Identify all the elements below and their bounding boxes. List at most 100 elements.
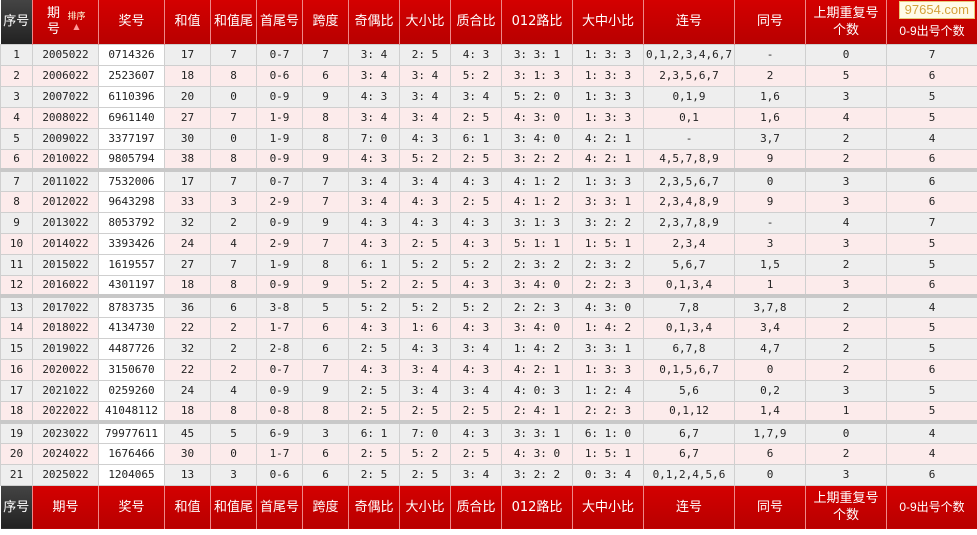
table-cell: 2: 5 [450,400,502,424]
table-cell: 7532006 [98,169,165,192]
column-header: 上期重复号个数 [805,485,887,529]
table-cell: 2 [210,337,257,360]
table-cell: 4,7 [734,337,806,360]
table-cell: 4: 2: 1 [572,127,644,150]
column-header: 质合比 [450,485,502,529]
column-header-label: 0-9出号个数 [899,23,965,38]
table-cell: 8 [210,64,257,87]
table-cell: 17 [164,43,211,66]
column-header-label: 和值尾 [213,499,253,515]
table-cell: 9805794 [98,148,165,172]
table-row: 17 2021022 0259260 24 4 0-9 9 2: 5 3: 4 3: 4 4: 0:… [0,379,977,402]
table-cell: 3: 2: 2 [501,148,573,172]
table-cell: 6961140 [98,106,165,129]
table-cell: 30 [164,127,211,150]
table-row: 10 2014022 3393426 24 4 2-9 7 4: 3 2: 5 4: 3 5: 1:… [0,232,977,255]
table-cell: 2022022 [32,400,99,424]
table-row: 13 2017022 8783735 36 6 3-8 5 5: 2 5: 2 5: 2 2: 2:… [0,295,977,318]
table-cell: 8053792 [98,211,165,234]
table-cell: 8 [210,274,257,298]
table-row: 7 2011022 7532006 17 7 0-7 7 3: 4 3: 4 4: 3 4: 1: … [0,169,977,192]
table-cell: 3: 4 [348,106,400,129]
table-row: 8 2012022 9643298 33 3 2-9 7 3: 4 4: 3 2: 5 4: 1: … [0,190,977,213]
table-cell: 5: 1: 1 [501,232,573,255]
table-cell: 1: 3: 3 [572,85,644,108]
table-cell: 2 [805,295,887,318]
table-cell: 1,6 [734,106,806,129]
table-cell: 3 [805,190,887,213]
column-header-label: 上期重复号个数 [813,491,879,524]
table-cell: 2: 5 [399,274,451,298]
table-cell: 6 [302,316,349,339]
table-cell: 7 [210,106,257,129]
table-cell: 2,3,5,6,7 [643,64,735,87]
table-cell: 5 [886,85,977,108]
table-cell: 4: 2: 1 [572,148,644,172]
table-cell: 5: 2 [399,442,451,465]
table-cell: 4 [0,106,33,129]
table-cell: 2523607 [98,64,165,87]
table-cell: 0: 3: 4 [572,463,644,486]
sort-button[interactable]: 排序 ▲ [67,12,85,32]
table-cell: 7 [302,169,349,192]
table-cell: 9 [302,148,349,172]
column-header: 序号 [0,0,33,44]
table-cell: 1: 2: 4 [572,379,644,402]
table-cell: 5 [886,253,977,276]
table-cell: 6 [302,64,349,87]
table-cell: 2012022 [32,190,99,213]
column-header-label: 012路比 [511,499,563,515]
table-cell: 7 [210,169,257,192]
table-cell: 2: 4: 1 [501,400,573,424]
table-cell: 9 [302,85,349,108]
column-header-label: 首尾号 [259,499,299,515]
table-cell: 18 [164,400,211,424]
column-header: 连号 [643,485,735,529]
table-cell: 2: 5 [399,43,451,66]
table-cell: 8 [302,253,349,276]
table-cell: 5: 2: 0 [501,85,573,108]
column-header-label: 奖号 [118,14,145,30]
table-row: 3 2007022 6110396 20 0 0-9 9 4: 3 3: 4 3: 4 5: 2: … [0,85,977,108]
table-cell: 20 [164,85,211,108]
table-cell: 4: 3: 0 [501,106,573,129]
table-cell: 0 [734,358,806,381]
table-cell: 27 [164,106,211,129]
table-cell: 45 [164,421,211,444]
table-cell: 6 [734,442,806,465]
table-cell: 0,1,12 [643,400,735,424]
table-cell: 7 [210,43,257,66]
table-cell: 0,1,2,4,5,6 [643,463,735,486]
table-cell: 2,3,4 [643,232,735,255]
table-cell: 2 [210,358,257,381]
table-cell: 3 [0,85,33,108]
table-cell: 2,3,7,8,9 [643,211,735,234]
table-cell: 5 [886,337,977,360]
table-cell: 0-6 [256,463,303,486]
column-header: 大小比 [399,0,451,44]
table-cell: 1: 4: 2 [572,316,644,339]
table-cell: 1 [805,400,887,424]
column-header: 奖号 [98,485,165,529]
table-cell: 5: 2 [450,253,502,276]
table-cell: 4: 3 [450,316,502,339]
column-header-label: 奇偶比 [354,499,394,515]
table-cell: 30 [164,442,211,465]
table-cell: 7 [210,253,257,276]
table-cell: 0259260 [98,379,165,402]
table-cell: 7 [302,43,349,66]
table-cell: 4 [886,442,977,465]
table-cell: 0-9 [256,85,303,108]
table-cell: 7 [886,43,977,66]
table-cell: 0,1,5,6,7 [643,358,735,381]
table-cell: 4: 3 [450,274,502,298]
table-cell: 6: 1 [450,127,502,150]
header-row: 序号 期号 排序 ▲ 奖号 和值 和值尾 首尾号 跨度 奇偶比 大小比 质合比 012路比 大中小比 连号 同… [0,0,977,44]
table-cell: - [734,211,806,234]
column-header[interactable]: 期号 排序 ▲ [32,0,99,44]
column-header-label: 大中小比 [581,14,634,30]
table-cell: 4 [805,106,887,129]
table-cell: 5: 2 [450,295,502,318]
table-cell: 4 [210,232,257,255]
